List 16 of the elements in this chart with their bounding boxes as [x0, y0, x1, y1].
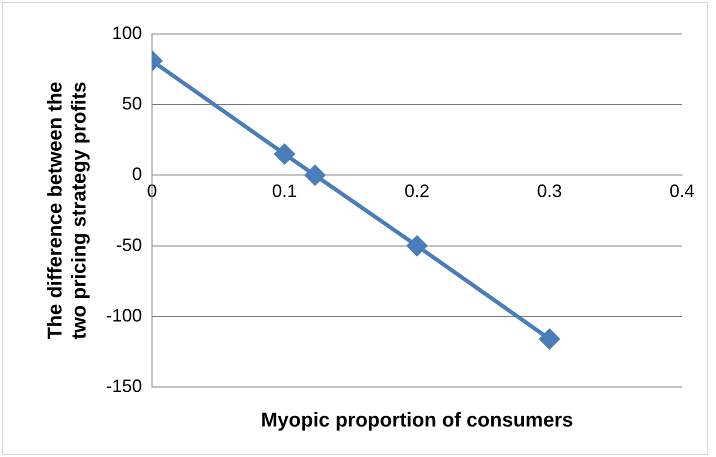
- y-tick-label: 50: [122, 94, 142, 114]
- y-axis-title: The difference between the two pricing strategy profits: [44, 82, 91, 340]
- y-tick-label: 100: [112, 22, 142, 43]
- point: [407, 236, 428, 256]
- y-tick-label: -150: [106, 376, 142, 396]
- y-tick-label: -100: [106, 305, 142, 326]
- y-tick-label: -50: [116, 234, 142, 255]
- x-axis-title: Myopic proportion of consumers: [260, 410, 574, 432]
- x-tick-label: 0.2: [404, 180, 430, 201]
- x-tick-label: 0.1: [272, 180, 298, 201]
- x-tick-label: 0.3: [536, 180, 562, 201]
- x-tick-label: 0.4: [669, 180, 695, 201]
- point: [540, 328, 560, 349]
- point: [304, 165, 325, 186]
- y-tick-label: 0: [132, 164, 142, 184]
- point: [274, 144, 295, 164]
